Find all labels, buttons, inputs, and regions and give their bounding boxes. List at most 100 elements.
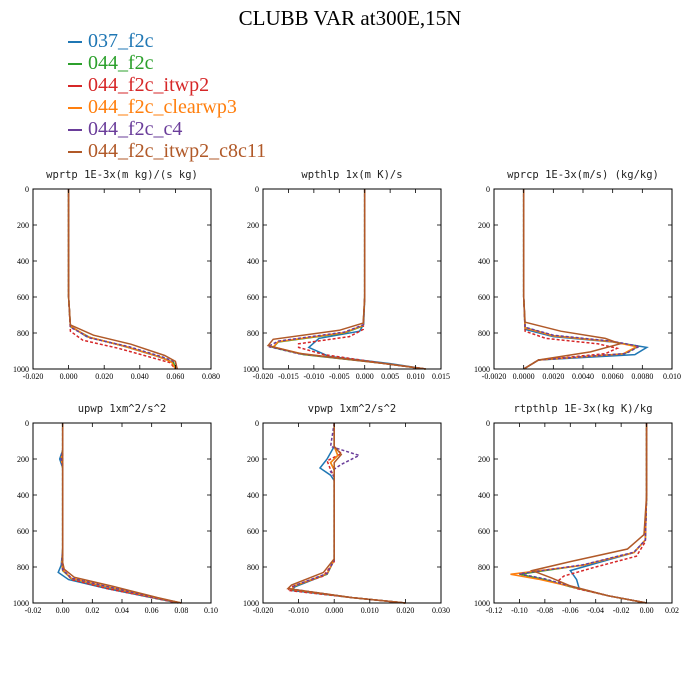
x-tick-label: -0.005 [329,372,350,381]
x-tick-label: 0.0080 [631,372,653,381]
legend-item-044-f2c-clearwp3: 044_f2c_clearwp3 [68,96,266,118]
panel-4: upwp 1xm^2/s^2 -0.02 0.00 0.02 0.04 0.06 0.08 0… [13,403,218,615]
x-tick-label: -0.020 [253,372,274,381]
y-tick-label: 200 [17,455,29,464]
x-tick-label: -0.015 [278,372,299,381]
series-line-044-f2c-clearwp3 [60,423,182,604]
legend-item-037-f2c: 037_f2c [68,30,266,52]
x-tick-label: 0.010 [407,372,425,381]
series-line-044-f2c-c4 [289,422,406,604]
panel-6: rtpthlp 1E-3x(kg K)/kg -0.12 -0.10 -0.08 -0.… [474,403,679,615]
x-tick-label: 0.0000 [513,372,535,381]
figure-title: CLUBB VAR at300E,15N [238,6,462,30]
y-tick-label: 600 [247,293,259,302]
panel-title: rtpthlp 1E-3x(kg K)/kg [513,403,652,415]
legend: 037_f2c 044_f2c 044_f2c_itwp2 044_f2c_cl… [68,30,266,162]
panel-title: upwp 1xm^2/s^2 [78,403,167,415]
series-line-044-f2c-c4 [67,189,178,370]
y-tick-label: 1000 [243,365,259,374]
y-tick-label: 800 [17,563,29,572]
x-tick-label: 0.06 [145,606,159,615]
y-tick-label: 200 [247,221,259,230]
x-tick-label: 0.0020 [542,372,564,381]
series-line-044-f2c-itwp2 [522,189,620,370]
x-tick-label: -0.08 [537,606,554,615]
y-tick-label: 400 [17,491,29,500]
panel-title: vpwp 1xm^2/s^2 [308,403,397,415]
y-tick-label: 0 [25,419,29,428]
panel-title: wpthlp 1x(m K)/s [301,169,402,181]
y-tick-label: 800 [478,329,490,338]
x-tick-label: 0.040 [131,372,149,381]
x-tick-label: 0.000 [356,372,374,381]
series-line-044-f2c [522,189,641,370]
x-tick-label: 0.015 [432,372,450,381]
legend-item-044-f2c-c4: 044_f2c_c4 [68,118,266,140]
y-tick-label: 800 [247,563,259,572]
y-tick-label: 1000 [13,599,29,608]
x-tick-label: 0.0060 [602,372,624,381]
legend-item-044-f2c: 044_f2c [68,52,266,74]
x-tick-label: -0.12 [486,606,503,615]
legend-line-icon [68,107,82,110]
panel-title: wprtp 1E-3x(m kg)/(s kg) [46,169,198,181]
y-tick-label: 0 [255,185,259,194]
y-tick-label: 600 [17,293,29,302]
series-line-044-f2c-clearwp3 [522,189,639,370]
x-tick-label: -0.04 [587,606,604,615]
y-tick-label: 1000 [474,365,490,374]
series-line-044-f2c-itwp2 [556,423,648,604]
legend-label: 044_f2c_itwp2 [88,74,210,96]
legend-label: 044_f2c_itwp2_c8c11 [88,140,267,162]
series-line-037-f2c [57,423,179,604]
panel-1: wprtp 1E-3x(m kg)/(s kg) -0.020 0.000 0.020… [13,169,220,381]
series-line-037-f2c [307,189,426,370]
x-tick-label: -0.02 [613,606,630,615]
x-tick-label: 0.005 [381,372,399,381]
series-line-044-f2c-c4 [519,423,648,604]
x-tick-label: -0.020 [253,606,274,615]
panel-5: vpwp 1xm^2/s^2 -0.020 -0.010 0.000 0.010 0.02… [243,403,450,615]
x-tick-label: -0.06 [562,606,579,615]
x-tick-label: 0.020 [95,372,113,381]
x-tick-label: 0.10 [204,606,218,615]
series-line-044-f2c-clearwp3 [271,189,426,370]
panel-title: wprcp 1E-3x(m/s) (kg/kg) [507,169,659,181]
plot-frame [32,422,212,604]
y-tick-label: 1000 [243,599,259,608]
y-tick-label: 400 [478,257,490,266]
x-tick-label: 0.02 [85,606,99,615]
panel-3: wprcp 1E-3x(m/s) (kg/kg) -0.0020 0.0000 0.0… [474,169,681,381]
series-line-044-f2c-itwp2-c8c11 [522,189,623,370]
y-tick-label: 200 [478,455,490,464]
series-line-037-f2c [569,423,648,604]
legend-label: 037_f2c [88,30,154,52]
series-line-044-f2c-clearwp3 [289,423,406,604]
series-line-044-f2c [289,423,406,604]
plot-frame [493,422,673,604]
legend-line-icon [68,85,82,88]
x-tick-label: -0.10 [511,606,528,615]
series-line-044-f2c-itwp2 [61,423,179,604]
y-tick-label: 600 [478,527,490,536]
series-line-044-f2c-itwp2-c8c11 [266,189,426,370]
x-tick-label: 0.010 [361,606,379,615]
legend-line-icon [68,63,82,66]
x-tick-label: 0.000 [60,372,78,381]
x-tick-label: -0.010 [304,372,325,381]
series-line-044-f2c-itwp2 [286,423,406,604]
y-tick-label: 1000 [13,365,29,374]
series-line-044-f2c [60,423,182,604]
y-tick-label: 800 [17,329,29,338]
y-tick-label: 600 [17,527,29,536]
legend-label: 044_f2c [88,52,154,74]
plot-frame [262,422,442,604]
legend-line-icon [68,41,82,44]
series-line-044-f2c [519,423,648,604]
legend-item-044-f2c-itwp2: 044_f2c_itwp2 [68,74,266,96]
x-tick-label: 0.030 [432,606,450,615]
y-tick-label: 200 [247,455,259,464]
x-tick-label: 0.0040 [572,372,594,381]
